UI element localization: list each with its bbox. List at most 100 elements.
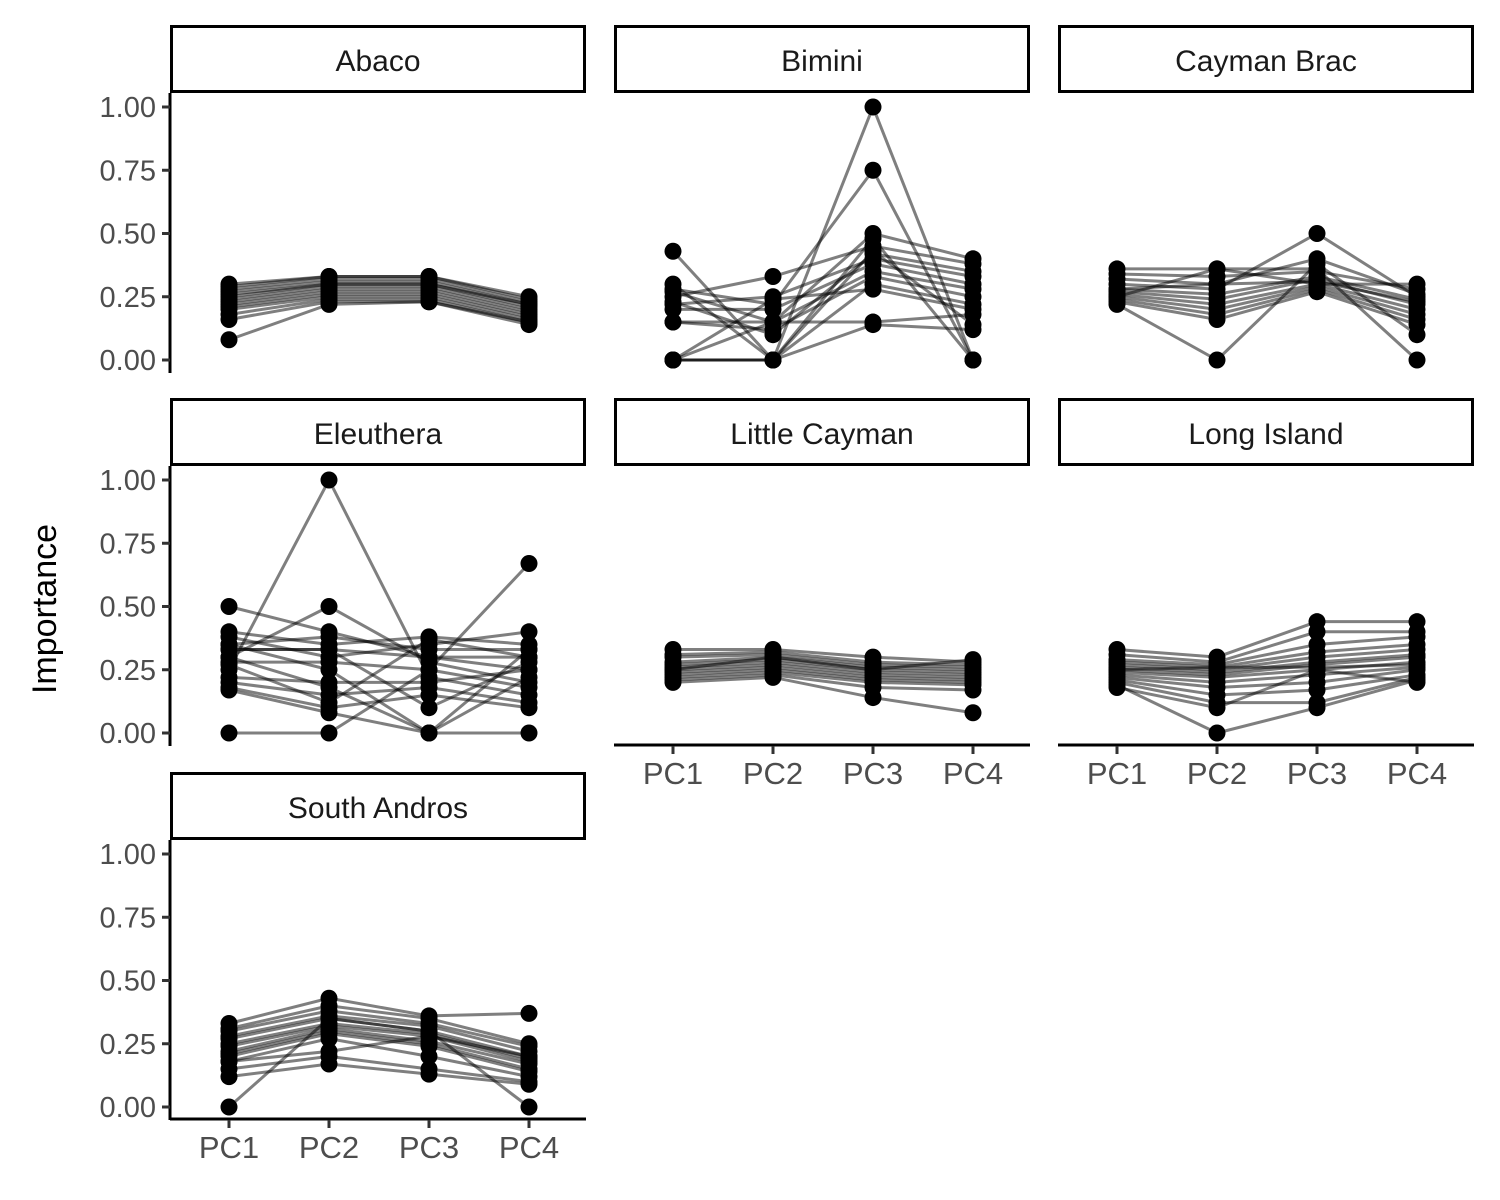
data-point (864, 280, 882, 298)
series-line (1116, 642, 1418, 669)
data-point (1308, 623, 1326, 641)
x-tick-label: PC1 (199, 1130, 259, 1165)
data-point (520, 1075, 538, 1093)
series-line (228, 1037, 530, 1079)
data-point (520, 554, 538, 572)
series-line (1116, 274, 1418, 301)
data-point (1108, 661, 1126, 679)
facet-strip-label: Bimini (781, 45, 863, 78)
data-point (964, 651, 982, 669)
x-tick-label: PC1 (1087, 756, 1147, 791)
x-tick-label: PC1 (643, 756, 703, 791)
data-point (520, 1004, 538, 1022)
data-point (664, 673, 682, 691)
data-point (420, 1047, 438, 1065)
series-line (1116, 668, 1418, 710)
series-line (1116, 663, 1418, 672)
series-line (1116, 287, 1418, 321)
data-point (320, 295, 338, 313)
series-line (228, 1062, 530, 1086)
data-point (1208, 260, 1226, 278)
data-point (1308, 681, 1326, 699)
facet-strip (170, 772, 586, 840)
x-tick-label: PC4 (499, 1130, 559, 1165)
data-point (420, 293, 438, 311)
data-point (320, 1030, 338, 1048)
data-point (520, 316, 538, 334)
series-line (229, 648, 530, 710)
data-point (320, 1042, 338, 1060)
facet-strip-label: Long Island (1188, 418, 1343, 451)
facet-little-cayman: Little Cayman PC1 PC2 PC3 PC4 (614, 398, 1030, 791)
data-point (864, 313, 882, 331)
series-line (229, 660, 530, 689)
facet-strip-label: South Andros (288, 792, 468, 825)
series-line (228, 1009, 530, 1048)
data-point (1108, 678, 1126, 696)
series-line (228, 1027, 530, 1066)
series-line (672, 244, 974, 299)
data-point (764, 648, 782, 666)
facet-cayman-brac: Cayman Brac (1058, 25, 1474, 369)
data-point (864, 661, 882, 679)
series-line (228, 1016, 530, 1109)
data-point (864, 689, 882, 707)
data-point (764, 313, 782, 331)
data-point (320, 598, 338, 615)
data-point (320, 661, 338, 679)
series-line (228, 655, 530, 735)
data-point (420, 661, 438, 679)
series-line (228, 680, 530, 705)
data-point (1308, 273, 1326, 291)
data-point (864, 98, 882, 116)
series-line (228, 282, 530, 309)
data-point (1208, 699, 1226, 717)
y-tick-label: 0.00 (100, 1092, 156, 1124)
data-point (1208, 658, 1226, 676)
series-line (228, 1014, 530, 1053)
data-point (664, 242, 682, 260)
data-point (320, 1055, 338, 1073)
facet-strip-label: Abaco (335, 45, 420, 78)
series-line (228, 604, 530, 684)
series-line (1116, 635, 1418, 667)
facet-strip (170, 398, 586, 466)
data-point (1308, 225, 1326, 242)
series-line (672, 257, 974, 306)
y-tick-label: 0.25 (100, 282, 156, 314)
series-line (1116, 673, 1418, 697)
series-line (228, 287, 530, 314)
data-point (664, 300, 682, 318)
series-line (672, 675, 974, 715)
y-tick-label: 0.75 (100, 902, 156, 934)
series-line (228, 1032, 530, 1074)
data-point (1408, 326, 1426, 344)
facet-strip (614, 25, 1030, 93)
facet-strip (614, 398, 1030, 466)
series-line (228, 295, 530, 321)
series-line (1116, 290, 1418, 327)
series-line (228, 292, 530, 319)
data-point (764, 290, 782, 308)
data-point (220, 1098, 238, 1116)
data-point (520, 699, 538, 717)
data-point (520, 623, 538, 641)
data-point (420, 686, 438, 704)
y-tick-label: 0.25 (100, 1029, 156, 1061)
y-tick-label: 1.00 (100, 839, 156, 871)
series-line (672, 673, 974, 692)
series-line (1116, 280, 1418, 304)
data-point (864, 161, 882, 179)
series-line (228, 630, 530, 659)
x-tick-label: PC2 (299, 1130, 359, 1165)
x-tick-label: PC2 (1187, 756, 1247, 791)
data-point (764, 668, 782, 686)
data-point (220, 331, 238, 349)
series-line (228, 1004, 530, 1046)
data-point (1208, 351, 1226, 369)
data-point (220, 598, 238, 615)
series-line (672, 668, 974, 684)
data-point (964, 704, 982, 722)
series-line (672, 665, 974, 682)
series-line (673, 262, 974, 311)
